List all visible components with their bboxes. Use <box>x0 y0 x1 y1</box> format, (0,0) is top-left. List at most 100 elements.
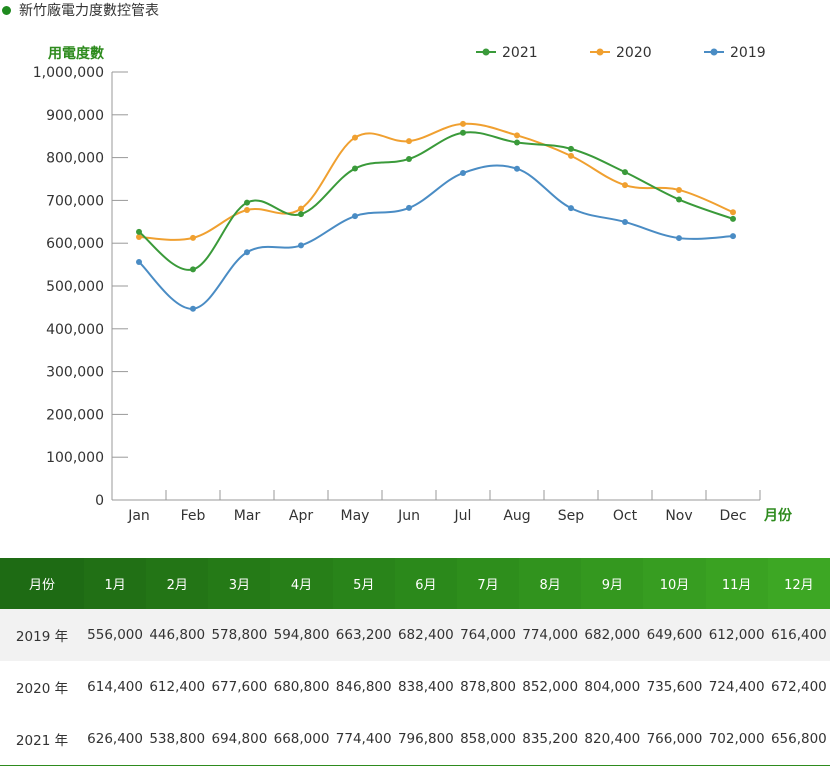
table-cell: 682,000 <box>581 609 644 661</box>
table-row-label: 2021 年 <box>0 713 84 766</box>
data-point-2020 <box>514 132 520 139</box>
y-tick-label: 200,000 <box>46 407 104 423</box>
data-point-2021 <box>730 215 736 222</box>
table-cell: 838,400 <box>397 679 454 695</box>
data-point-2020 <box>622 182 628 189</box>
table-header-cell: 6月 <box>394 558 457 609</box>
data-point-2019 <box>298 242 304 249</box>
data-point-2020 <box>298 205 304 212</box>
table-cell: 578,800 <box>208 609 271 661</box>
x-tick-label: Jun <box>397 508 420 524</box>
y-tick-label: 500,000 <box>46 279 104 295</box>
data-point-2019 <box>244 249 250 256</box>
data-point-2019 <box>622 218 628 225</box>
table-cell: 766,000 <box>643 713 706 766</box>
x-tick-label: Apr <box>289 508 313 524</box>
table-header-cell: 12月 <box>767 558 830 609</box>
data-point-2020 <box>190 234 196 241</box>
table-header-cell: 4月 <box>270 558 333 609</box>
data-point-2021 <box>406 155 412 162</box>
x-axis-title: 月份 <box>763 507 793 524</box>
table-cell: 626,400 <box>84 713 147 766</box>
y-tick-label: 600,000 <box>46 236 104 252</box>
data-point-2020 <box>730 209 736 216</box>
table-cell: 774,000 <box>519 609 582 661</box>
table-cell: 663,200 <box>332 609 395 661</box>
table-header-cell: 7月 <box>456 558 520 609</box>
table-row-label: 2020 年 <box>15 681 69 697</box>
y-tick-label: 0 <box>95 493 104 509</box>
table-cell: 616,400 <box>767 609 830 661</box>
table-cell: 682,400 <box>394 609 457 661</box>
table-cell: 735,600 <box>646 679 703 695</box>
table-cell: 846,800 <box>335 679 392 695</box>
data-point-2020 <box>406 138 412 145</box>
table-cell: 774,400 <box>332 713 395 766</box>
data-point-2021 <box>568 145 574 152</box>
table-body: 2019 年 556,000 446,800 578,800 594,800 663,20… <box>0 609 830 766</box>
y-tick-label: 800,000 <box>46 151 104 167</box>
y-tick-label: 900,000 <box>46 108 104 124</box>
table-cell: 677,600 <box>211 679 268 695</box>
page-title: 新竹廠電力度數控管表 <box>0 0 159 20</box>
table-header-cell: 3月 <box>208 558 271 609</box>
data-point-2021 <box>676 196 682 203</box>
table-cell: 702,000 <box>705 713 768 766</box>
table-row: 2021 年 626,400 538,800 694,800 668,000 774,40… <box>0 713 830 766</box>
table-cell: 668,000 <box>270 713 333 766</box>
table-cell: 764,000 <box>456 609 520 661</box>
table-cell: 835,200 <box>519 713 582 766</box>
table-cell: 656,800 <box>767 713 830 766</box>
data-point-2019 <box>136 259 142 266</box>
legend-marker-2020 <box>596 48 604 56</box>
x-tick-label: Dec <box>719 508 746 524</box>
x-tick-label: Jul <box>454 508 472 524</box>
data-point-2020 <box>136 234 142 241</box>
table-cell: 446,800 <box>146 609 209 661</box>
table-header-cell: 10月 <box>643 558 706 609</box>
x-tick-label: Mar <box>234 508 261 524</box>
table-cell: 858,000 <box>456 713 520 766</box>
x-tick-label: May <box>341 508 370 524</box>
data-point-2021 <box>460 129 466 136</box>
table-header-cell: 11月 <box>705 558 768 609</box>
table-header-cell: 9月 <box>581 558 644 609</box>
data-point-2021 <box>298 211 304 218</box>
legend-label-2021: 2021 <box>502 45 538 61</box>
table-row: 2020 年 614,400 612,400 677,600 680,800 846,80… <box>0 661 830 713</box>
table-header-cell: 8月 <box>519 558 582 609</box>
x-tick-label: Nov <box>665 508 692 524</box>
title-bullet-icon <box>2 5 11 15</box>
y-tick-label: 700,000 <box>46 193 104 209</box>
y-tick-label: 300,000 <box>46 365 104 381</box>
data-point-2019 <box>676 235 682 242</box>
data-point-2020 <box>244 206 250 213</box>
page-title-text: 新竹廠電力度數控管表 <box>19 3 159 19</box>
legend-marker-2021 <box>482 48 490 56</box>
table-cell: 724,400 <box>708 679 765 695</box>
legend-label-2020: 2020 <box>616 45 652 61</box>
data-point-2021 <box>244 199 250 206</box>
data-point-2019 <box>568 205 574 212</box>
x-tick-label: Oct <box>613 508 638 524</box>
y-axis-title: 用電度數 <box>48 45 104 62</box>
table-cell: 649,600 <box>643 609 706 661</box>
table-cell: 614,400 <box>87 679 143 695</box>
table-cell: 680,800 <box>273 679 330 695</box>
data-point-2019 <box>352 213 358 220</box>
table-row: 2019 年 556,000 446,800 578,800 594,800 663,20… <box>0 609 830 661</box>
table-cell: 556,000 <box>84 609 147 661</box>
table-cell: 672,400 <box>770 679 827 695</box>
table-header-cell: 2月 <box>146 558 209 609</box>
y-tick-label: 100,000 <box>46 450 104 466</box>
data-point-2020 <box>352 134 358 141</box>
table-header-cell: 1月 <box>84 558 147 609</box>
x-tick-label: Feb <box>181 508 206 524</box>
table-cell: 594,800 <box>270 609 333 661</box>
table-cell: 694,800 <box>208 713 271 766</box>
table-cell: 804,000 <box>584 679 641 695</box>
y-tick-label: 400,000 <box>46 322 104 338</box>
table-row-label: 2019 年 <box>0 609 84 661</box>
data-point-2020 <box>676 186 682 193</box>
data-point-2021 <box>622 169 628 176</box>
